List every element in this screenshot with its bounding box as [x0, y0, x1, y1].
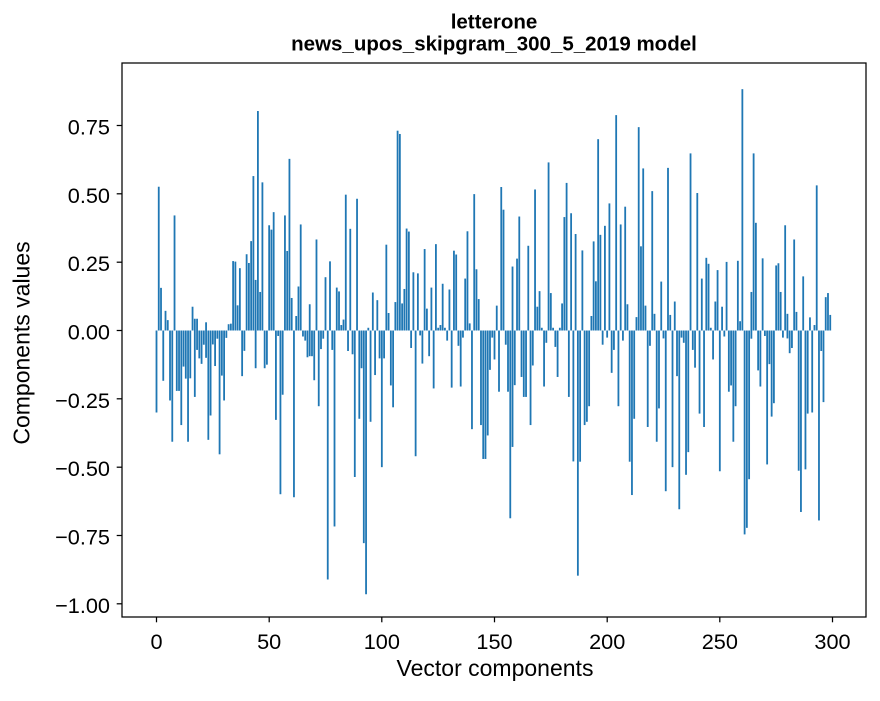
- svg-text:letterone: letterone: [451, 11, 538, 34]
- svg-text:0.00: 0.00: [68, 320, 110, 345]
- svg-text:Vector components: Vector components: [397, 655, 594, 681]
- svg-text:300: 300: [814, 629, 850, 654]
- svg-text:0: 0: [150, 629, 162, 654]
- svg-text:news_upos_skipgram_300_5_2019: news_upos_skipgram_300_5_2019 model: [291, 32, 697, 55]
- svg-text:0.25: 0.25: [68, 251, 110, 276]
- svg-text:150: 150: [476, 629, 512, 654]
- svg-text:100: 100: [364, 629, 400, 654]
- svg-text:50: 50: [257, 629, 281, 654]
- svg-text:250: 250: [702, 629, 738, 654]
- svg-text:−1.00: −1.00: [55, 593, 110, 618]
- svg-text:0.50: 0.50: [68, 183, 110, 208]
- svg-text:−0.50: −0.50: [55, 456, 110, 481]
- svg-text:200: 200: [589, 629, 625, 654]
- svg-text:−0.75: −0.75: [55, 525, 110, 550]
- svg-text:0.75: 0.75: [68, 115, 110, 140]
- svg-text:Components values: Components values: [9, 241, 35, 444]
- svg-text:−0.25: −0.25: [55, 388, 110, 413]
